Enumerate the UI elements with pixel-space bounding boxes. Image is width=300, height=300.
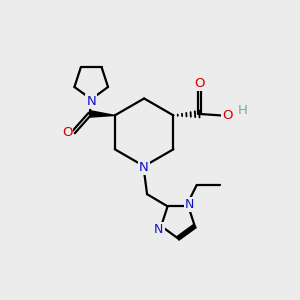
Text: H: H xyxy=(238,103,248,117)
Text: N: N xyxy=(139,161,149,174)
Text: O: O xyxy=(222,109,232,122)
Polygon shape xyxy=(90,111,115,117)
Text: N: N xyxy=(185,197,194,211)
Text: O: O xyxy=(62,126,72,139)
Text: O: O xyxy=(194,77,205,90)
Text: N: N xyxy=(86,95,96,108)
Text: N: N xyxy=(154,223,164,236)
